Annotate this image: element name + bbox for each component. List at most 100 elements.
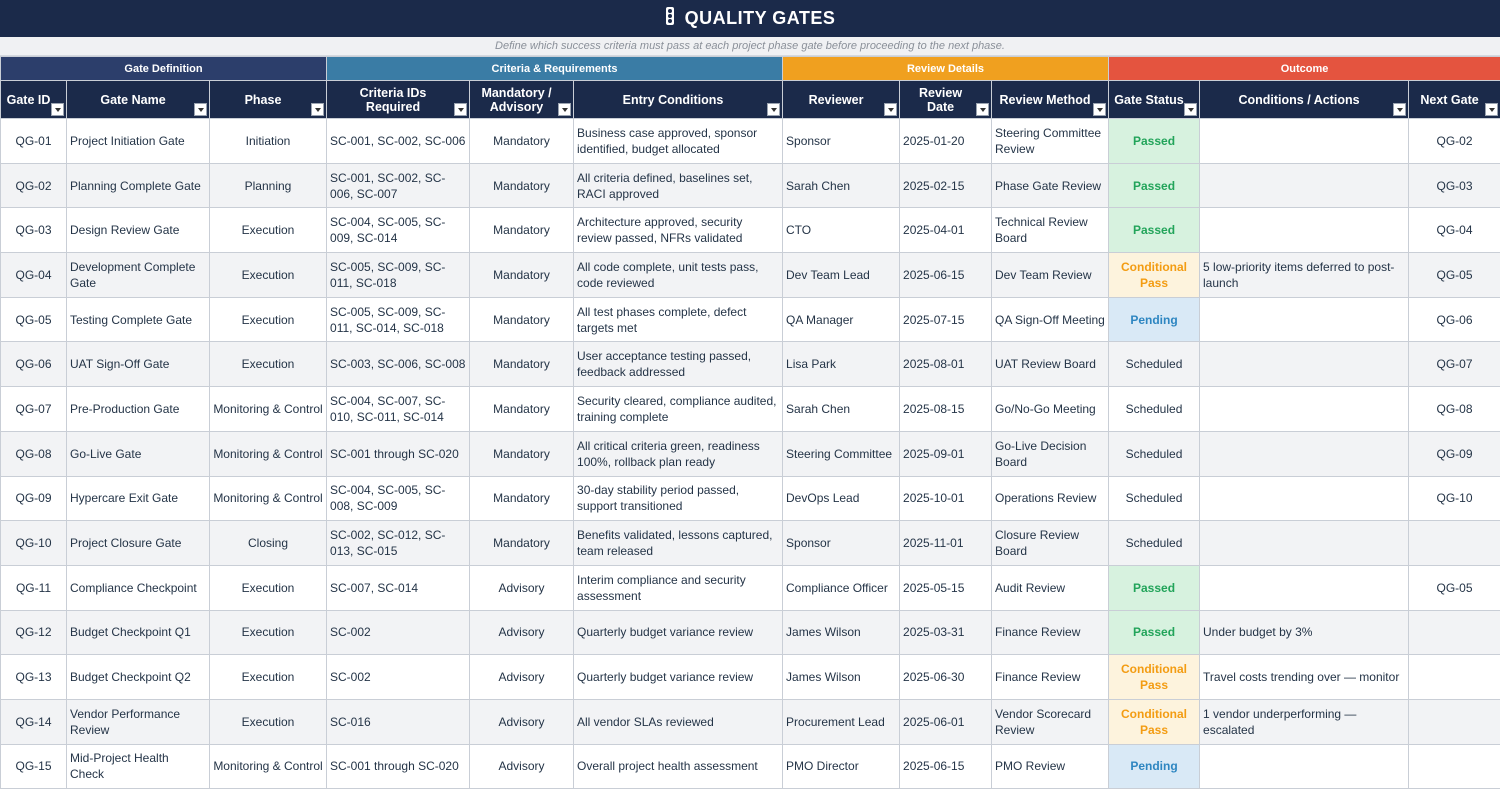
cell-reviewer[interactable]: CTO <box>783 208 900 253</box>
cell-mandatory-advisory[interactable]: Mandatory <box>470 297 574 342</box>
cell-gate-name[interactable]: Go-Live Gate <box>67 431 210 476</box>
cell-review-method[interactable]: PMO Review <box>992 744 1109 789</box>
cell-next-gate[interactable] <box>1409 699 1500 744</box>
cell-gate-status[interactable]: Passed <box>1109 565 1200 610</box>
cell-gate-status[interactable]: Passed <box>1109 119 1200 164</box>
cell-criteria-ids[interactable]: SC-004, SC-005, SC-008, SC-009 <box>327 476 470 521</box>
cell-criteria-ids[interactable]: SC-004, SC-005, SC-009, SC-014 <box>327 208 470 253</box>
cell-gate-status[interactable]: Conditional Pass <box>1109 253 1200 298</box>
cell-entry-conditions[interactable]: All criteria defined, baselines set, RAC… <box>574 163 783 208</box>
cell-gate-name[interactable]: Vendor Performance Review <box>67 699 210 744</box>
cell-conditions-actions[interactable] <box>1200 431 1409 476</box>
cell-criteria-ids[interactable]: SC-005, SC-009, SC-011, SC-014, SC-018 <box>327 297 470 342</box>
cell-mandatory-advisory[interactable]: Advisory <box>470 610 574 655</box>
cell-mandatory-advisory[interactable]: Advisory <box>470 699 574 744</box>
cell-entry-conditions[interactable]: Security cleared, compliance audited, tr… <box>574 387 783 432</box>
cell-gate-id[interactable]: QG-08 <box>1 431 67 476</box>
cell-mandatory-advisory[interactable]: Advisory <box>470 655 574 700</box>
cell-reviewer[interactable]: Dev Team Lead <box>783 253 900 298</box>
cell-next-gate[interactable]: QG-10 <box>1409 476 1500 521</box>
cell-phase[interactable]: Execution <box>210 208 327 253</box>
cell-mandatory-advisory[interactable]: Mandatory <box>470 342 574 387</box>
cell-entry-conditions[interactable]: User acceptance testing passed, feedback… <box>574 342 783 387</box>
cell-gate-id[interactable]: QG-15 <box>1 744 67 789</box>
cell-conditions-actions[interactable] <box>1200 387 1409 432</box>
cell-next-gate[interactable] <box>1409 610 1500 655</box>
cell-reviewer[interactable]: James Wilson <box>783 655 900 700</box>
cell-phase[interactable]: Execution <box>210 699 327 744</box>
cell-reviewer[interactable]: Sarah Chen <box>783 387 900 432</box>
cell-mandatory-advisory[interactable]: Mandatory <box>470 476 574 521</box>
cell-criteria-ids[interactable]: SC-001 through SC-020 <box>327 431 470 476</box>
cell-mandatory-advisory[interactable]: Mandatory <box>470 119 574 164</box>
cell-gate-status[interactable]: Pending <box>1109 297 1200 342</box>
cell-gate-name[interactable]: Budget Checkpoint Q2 <box>67 655 210 700</box>
cell-gate-name[interactable]: UAT Sign-Off Gate <box>67 342 210 387</box>
cell-mandatory-advisory[interactable]: Mandatory <box>470 431 574 476</box>
filter-dropdown-icon[interactable] <box>1184 103 1197 116</box>
filter-dropdown-icon[interactable] <box>1393 103 1406 116</box>
cell-phase[interactable]: Execution <box>210 297 327 342</box>
cell-next-gate[interactable]: QG-03 <box>1409 163 1500 208</box>
cell-conditions-actions[interactable] <box>1200 297 1409 342</box>
cell-gate-name[interactable]: Development Complete Gate <box>67 253 210 298</box>
cell-gate-id[interactable]: QG-09 <box>1 476 67 521</box>
cell-criteria-ids[interactable]: SC-003, SC-006, SC-008 <box>327 342 470 387</box>
cell-reviewer[interactable]: Lisa Park <box>783 342 900 387</box>
cell-reviewer[interactable]: Procurement Lead <box>783 699 900 744</box>
cell-gate-name[interactable]: Project Closure Gate <box>67 521 210 566</box>
cell-review-method[interactable]: Go-Live Decision Board <box>992 431 1109 476</box>
cell-conditions-actions[interactable] <box>1200 521 1409 566</box>
cell-phase[interactable]: Execution <box>210 565 327 610</box>
cell-entry-conditions[interactable]: Benefits validated, lessons captured, te… <box>574 521 783 566</box>
cell-entry-conditions[interactable]: All critical criteria green, readiness 1… <box>574 431 783 476</box>
cell-review-method[interactable]: Finance Review <box>992 610 1109 655</box>
cell-review-method[interactable]: Phase Gate Review <box>992 163 1109 208</box>
cell-phase[interactable]: Execution <box>210 342 327 387</box>
cell-gate-id[interactable]: QG-05 <box>1 297 67 342</box>
cell-next-gate[interactable] <box>1409 744 1500 789</box>
cell-review-method[interactable]: Audit Review <box>992 565 1109 610</box>
cell-entry-conditions[interactable]: Overall project health assessment <box>574 744 783 789</box>
cell-mandatory-advisory[interactable]: Advisory <box>470 744 574 789</box>
cell-review-date[interactable]: 2025-05-15 <box>900 565 992 610</box>
cell-review-date[interactable]: 2025-01-20 <box>900 119 992 164</box>
cell-review-date[interactable]: 2025-06-15 <box>900 744 992 789</box>
cell-review-method[interactable]: Steering Committee Review <box>992 119 1109 164</box>
cell-gate-name[interactable]: Design Review Gate <box>67 208 210 253</box>
cell-gate-name[interactable]: Compliance Checkpoint <box>67 565 210 610</box>
cell-entry-conditions[interactable]: 30-day stability period passed, support … <box>574 476 783 521</box>
cell-entry-conditions[interactable]: Architecture approved, security review p… <box>574 208 783 253</box>
cell-gate-status[interactable]: Scheduled <box>1109 476 1200 521</box>
cell-next-gate[interactable]: QG-04 <box>1409 208 1500 253</box>
cell-gate-id[interactable]: QG-01 <box>1 119 67 164</box>
cell-review-date[interactable]: 2025-03-31 <box>900 610 992 655</box>
cell-phase[interactable]: Monitoring & Control <box>210 431 327 476</box>
cell-conditions-actions[interactable] <box>1200 119 1409 164</box>
cell-phase[interactable]: Monitoring & Control <box>210 744 327 789</box>
cell-conditions-actions[interactable] <box>1200 342 1409 387</box>
cell-criteria-ids[interactable]: SC-001, SC-002, SC-006, SC-007 <box>327 163 470 208</box>
cell-next-gate[interactable]: QG-07 <box>1409 342 1500 387</box>
cell-conditions-actions[interactable]: Travel costs trending over — monitor <box>1200 655 1409 700</box>
cell-reviewer[interactable]: Sarah Chen <box>783 163 900 208</box>
cell-review-method[interactable]: Go/No-Go Meeting <box>992 387 1109 432</box>
cell-gate-status[interactable]: Passed <box>1109 610 1200 655</box>
cell-reviewer[interactable]: QA Manager <box>783 297 900 342</box>
cell-gate-id[interactable]: QG-14 <box>1 699 67 744</box>
cell-mandatory-advisory[interactable]: Mandatory <box>470 163 574 208</box>
cell-gate-status[interactable]: Scheduled <box>1109 431 1200 476</box>
cell-conditions-actions[interactable]: Under budget by 3% <box>1200 610 1409 655</box>
cell-next-gate[interactable] <box>1409 521 1500 566</box>
filter-dropdown-icon[interactable] <box>558 103 571 116</box>
cell-review-method[interactable]: Vendor Scorecard Review <box>992 699 1109 744</box>
cell-next-gate[interactable]: QG-06 <box>1409 297 1500 342</box>
cell-mandatory-advisory[interactable]: Mandatory <box>470 387 574 432</box>
cell-review-date[interactable]: 2025-06-01 <box>900 699 992 744</box>
cell-next-gate[interactable]: QG-02 <box>1409 119 1500 164</box>
cell-review-date[interactable]: 2025-07-15 <box>900 297 992 342</box>
cell-gate-name[interactable]: Pre-Production Gate <box>67 387 210 432</box>
cell-criteria-ids[interactable]: SC-002 <box>327 610 470 655</box>
filter-dropdown-icon[interactable] <box>1485 103 1498 116</box>
cell-conditions-actions[interactable] <box>1200 565 1409 610</box>
